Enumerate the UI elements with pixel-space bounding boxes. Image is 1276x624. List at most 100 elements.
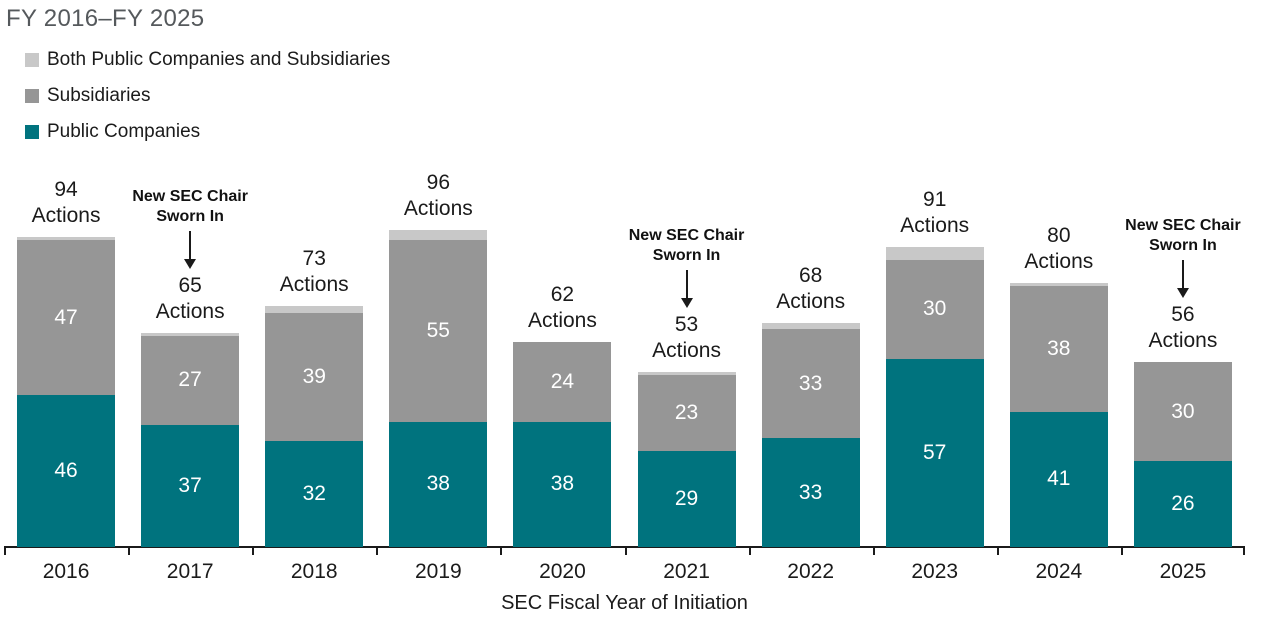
x-tick-label-2025: 2025 bbox=[1159, 560, 1207, 583]
segment-subsidiaries: 30 bbox=[885, 259, 984, 359]
bar-total-value: 73 bbox=[302, 247, 326, 271]
x-tick-label-2023: 2023 bbox=[911, 560, 959, 583]
segment-both-public-companies-and-subsidiaries bbox=[17, 236, 115, 241]
segment-public-companies: 37 bbox=[141, 424, 240, 547]
segment-value-label: 47 bbox=[54, 305, 78, 329]
x-axis-tick bbox=[1243, 546, 1245, 555]
legend-swatch-subsidiaries bbox=[25, 89, 39, 103]
x-axis-tick bbox=[252, 546, 255, 555]
segment-value-label: 46 bbox=[54, 459, 78, 483]
bar-total-value: 96 bbox=[426, 171, 451, 195]
bar-total-value: 56 bbox=[1171, 303, 1195, 327]
arrow-shaft bbox=[685, 270, 688, 299]
bar-total-label: 91 Actions bbox=[873, 187, 997, 239]
bar-total-label: 73 Actions bbox=[252, 246, 376, 298]
bar-column-2020: 24 38 bbox=[513, 342, 612, 547]
segment-public-companies: 38 bbox=[513, 421, 612, 547]
bar-column-2018: 39 32 bbox=[265, 306, 364, 547]
bar-total-value: 62 bbox=[550, 283, 575, 307]
annotation-down-arrow-icon bbox=[128, 230, 252, 269]
legend-label-public-companies: Public Companies bbox=[47, 121, 201, 142]
segment-public-companies: 29 bbox=[637, 451, 736, 547]
annotation-line: Sworn In bbox=[652, 247, 721, 265]
x-axis-tick bbox=[500, 546, 503, 555]
segment-both-public-companies-and-subsidiaries bbox=[885, 246, 984, 260]
segment-value-label: 39 bbox=[302, 365, 326, 389]
bar-total-value: 68 bbox=[798, 263, 823, 287]
bar-column-2023: 30 57 bbox=[885, 246, 984, 547]
segment-value-label: 57 bbox=[923, 440, 947, 464]
bar-total-label: 68 Actions bbox=[749, 263, 873, 315]
legend-item-subsidiaries: Subsidiaries bbox=[25, 78, 390, 114]
bar-total-suffix: Actions bbox=[528, 309, 597, 333]
x-tick-label-2024: 2024 bbox=[1035, 560, 1083, 583]
x-axis-tick bbox=[1120, 546, 1123, 555]
segment-subsidiaries: 23 bbox=[637, 375, 736, 452]
segment-value-label: 38 bbox=[426, 472, 450, 496]
segment-public-companies: 33 bbox=[761, 438, 860, 547]
x-tick-label-2021: 2021 bbox=[663, 560, 710, 583]
annotation-new-sec-chair: New SEC Chair Sworn In bbox=[116, 187, 264, 227]
arrow-head-icon bbox=[680, 298, 693, 309]
x-tick-label-2020: 2020 bbox=[539, 560, 586, 583]
bar-column-2021: 23 29 bbox=[637, 372, 736, 547]
bar-total-suffix: Actions bbox=[279, 273, 349, 297]
segment-subsidiaries: 33 bbox=[761, 329, 860, 439]
legend-item-public-companies: Public Companies bbox=[25, 114, 390, 150]
segment-public-companies: 26 bbox=[1133, 461, 1232, 547]
bar-total-label: 65 Actions bbox=[128, 273, 252, 325]
bar-total-label: 56 Actions bbox=[1121, 302, 1245, 354]
annotation-down-arrow-icon bbox=[1121, 260, 1245, 299]
bar-column-2016: 47 46 bbox=[17, 236, 115, 547]
legend: Both Public Companies and Subsidiaries S… bbox=[25, 42, 390, 150]
bar-total-suffix: Actions bbox=[1148, 329, 1218, 353]
segment-public-companies: 41 bbox=[1009, 411, 1108, 547]
chart-title: FY 2016–FY 2025 bbox=[6, 5, 205, 32]
x-axis-tick bbox=[128, 546, 131, 555]
legend-label-subsidiaries: Subsidiaries bbox=[47, 85, 151, 106]
segment-both-public-companies-and-subsidiaries bbox=[637, 372, 736, 376]
bar-total-label: 94 Actions bbox=[4, 177, 128, 229]
x-axis-tick bbox=[376, 546, 379, 555]
bar-total-suffix: Actions bbox=[776, 289, 846, 313]
x-tick-label-2018: 2018 bbox=[290, 560, 338, 583]
bar-total-value: 80 bbox=[1047, 224, 1071, 247]
annotation-line: New SEC Chair bbox=[132, 187, 248, 205]
legend-label-both: Both Public Companies and Subsidiaries bbox=[47, 49, 391, 70]
bar-total-value: 65 bbox=[178, 273, 202, 297]
segment-value-label: 29 bbox=[674, 487, 699, 511]
annotation-new-sec-chair: New SEC Chair Sworn In bbox=[1109, 216, 1257, 256]
x-axis-title: SEC Fiscal Year of Initiation bbox=[501, 592, 748, 614]
x-tick-label-2017: 2017 bbox=[166, 560, 214, 583]
segment-subsidiaries: 39 bbox=[265, 312, 364, 442]
segment-value-label: 24 bbox=[550, 370, 575, 394]
segment-both-public-companies-and-subsidiaries bbox=[141, 332, 240, 336]
x-tick-label-2016: 2016 bbox=[42, 560, 90, 583]
segment-subsidiaries: 47 bbox=[17, 240, 115, 396]
annotation-line: New SEC Chair bbox=[628, 227, 745, 245]
segment-public-companies: 46 bbox=[17, 395, 115, 547]
bar-total-value: 53 bbox=[674, 313, 699, 337]
segment-value-label: 30 bbox=[1171, 399, 1195, 423]
arrow-head-icon bbox=[184, 258, 197, 269]
x-axis-tick bbox=[748, 546, 751, 555]
segment-subsidiaries: 38 bbox=[1009, 286, 1108, 412]
segment-public-companies: 32 bbox=[265, 441, 364, 547]
x-axis-tick bbox=[872, 546, 875, 555]
segment-value-label: 33 bbox=[798, 480, 823, 504]
bar-column-2019: 55 38 bbox=[389, 230, 488, 547]
bar-total-suffix: Actions bbox=[31, 203, 101, 227]
x-axis-tick bbox=[996, 546, 999, 555]
annotation-down-arrow-icon bbox=[625, 270, 749, 309]
segment-value-label: 55 bbox=[426, 318, 450, 342]
segment-subsidiaries: 55 bbox=[389, 240, 488, 422]
segment-value-label: 33 bbox=[798, 371, 823, 395]
bar-total-label: 80 Actions bbox=[997, 223, 1121, 275]
x-axis-tick bbox=[624, 546, 627, 555]
x-tick-label-2019: 2019 bbox=[414, 560, 462, 583]
segment-both-public-companies-and-subsidiaries bbox=[1009, 283, 1108, 287]
arrow-head-icon bbox=[1176, 288, 1189, 299]
bar-total-suffix: Actions bbox=[652, 339, 721, 363]
x-axis-tick bbox=[4, 546, 6, 555]
segment-subsidiaries: 27 bbox=[141, 335, 240, 425]
